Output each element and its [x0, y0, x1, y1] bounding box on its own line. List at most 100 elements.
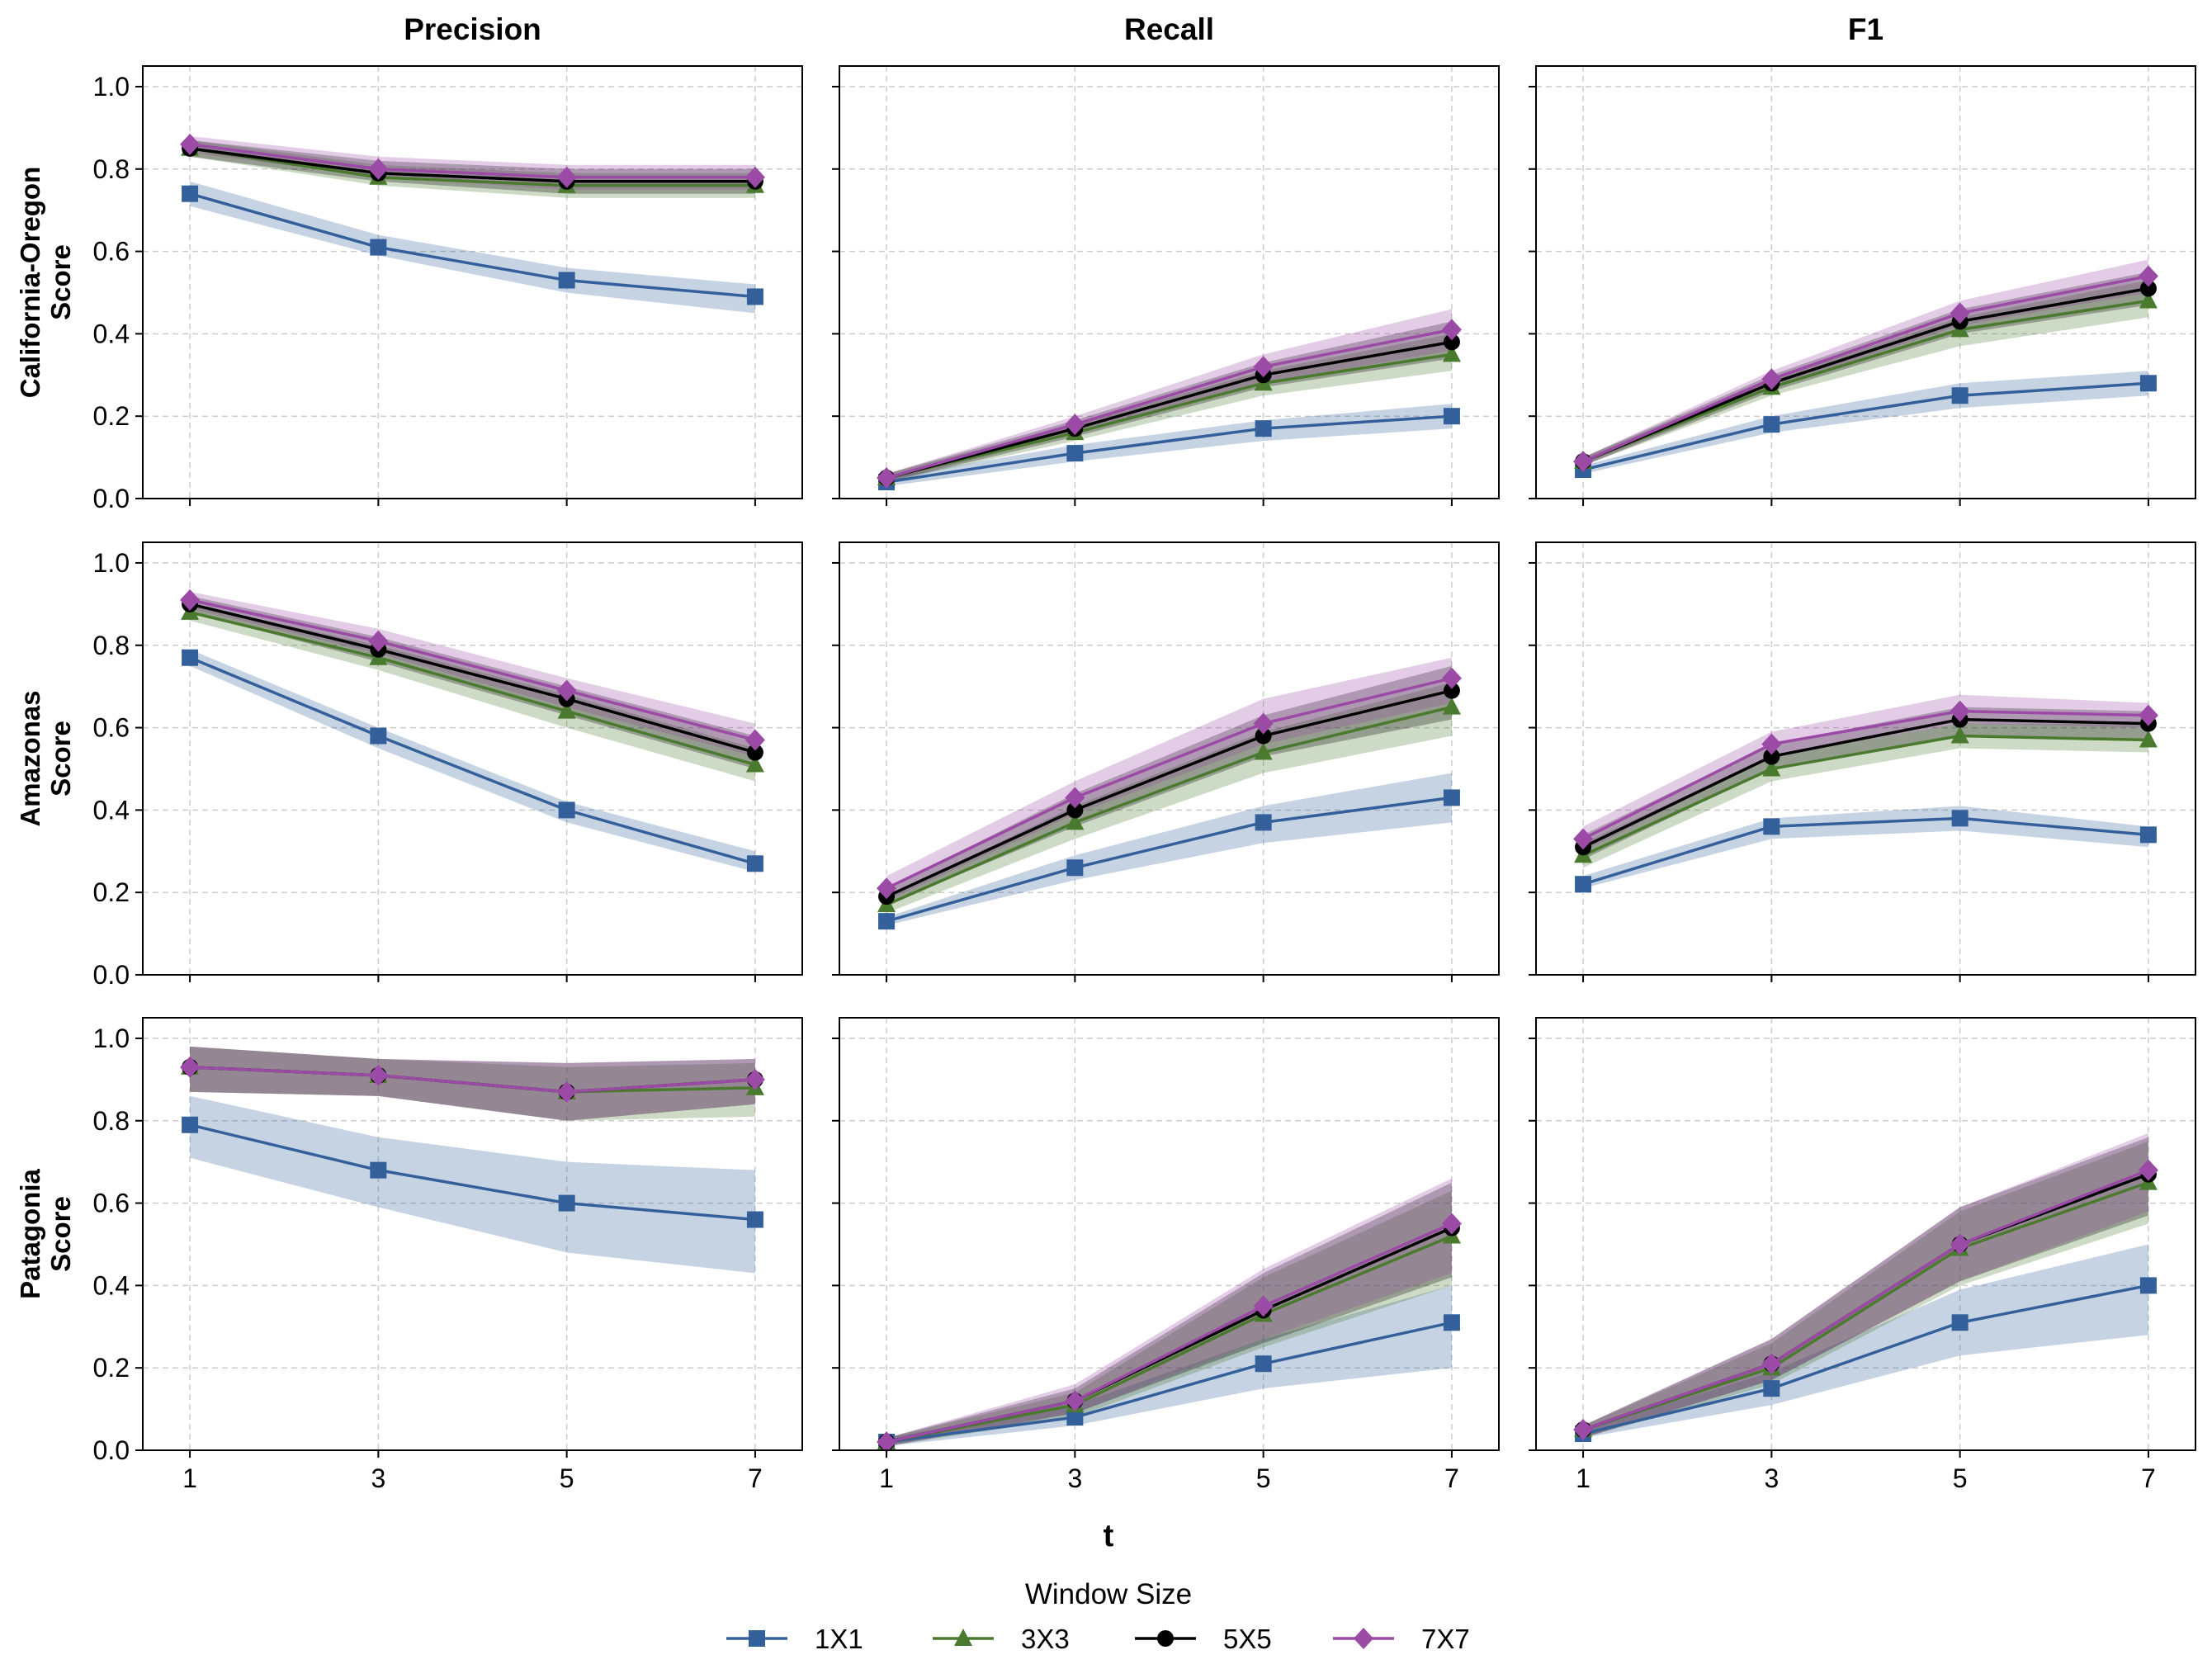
legend-label: 1X1 [815, 1624, 863, 1654]
series-line-3x3 [886, 352, 1453, 480]
data-point-7x7 [1950, 700, 1970, 722]
data-point-7x7 [1950, 302, 1970, 324]
y-tick-label: 0.4 [93, 1270, 130, 1300]
row-label-line2: Score [45, 244, 76, 320]
x-tick-label: 7 [2141, 1463, 2156, 1493]
plot-area [839, 1018, 1499, 1450]
data-point-7x7 [1065, 787, 1085, 809]
data-point-1x1 [1443, 1314, 1460, 1331]
band-1x1 [1583, 371, 2148, 475]
y-tick-label: 0.6 [93, 1189, 130, 1218]
band-7x7 [886, 657, 1452, 901]
legend-marker [749, 1630, 765, 1647]
data-point-7x7 [2138, 1159, 2158, 1181]
legend-marker [954, 1629, 972, 1646]
data-point-1x1 [2139, 1277, 2157, 1294]
data-point-1x1 [1763, 818, 1780, 835]
row-label-california-oregon: California-OregonScore [15, 167, 76, 399]
plot-frame [839, 65, 1500, 499]
data-point-7x7 [1253, 356, 1274, 378]
series-line-7x7 [886, 676, 1453, 890]
series-line-1x1 [189, 192, 756, 299]
data-point-7x7 [1573, 1419, 1594, 1441]
data-point-3x3 [557, 701, 576, 719]
data-point-7x7 [1253, 712, 1274, 735]
y-tick-label: 0.4 [93, 795, 130, 825]
data-point-5x5 [746, 744, 763, 761]
plot-frame [142, 1017, 803, 1451]
panel-patagonia-recall: 1 3 5 7 [832, 1017, 1500, 1493]
plot-area [1536, 542, 2195, 975]
plot-frame [1535, 65, 2196, 499]
data-point-3x3 [1442, 344, 1461, 362]
y-tick-label: 0.2 [93, 1353, 130, 1383]
y-tick-label: 0.8 [93, 1106, 130, 1136]
panel-amazonas-f1 [1529, 541, 2196, 982]
data-point-7x7 [1761, 1353, 1782, 1375]
series-line-1x1 [886, 414, 1453, 484]
data-point-5x5 [2139, 280, 2157, 297]
data-point-7x7 [877, 1431, 897, 1454]
data-point-3x3 [1442, 697, 1461, 715]
band-3x3 [1583, 1141, 2148, 1439]
y-tick-label: 0.0 [93, 960, 130, 990]
data-point-1x1 [746, 288, 763, 305]
x-axis-label: t [1104, 1519, 1114, 1553]
series-line-5x5 [1582, 286, 2149, 463]
series-line-5x5 [886, 340, 1453, 480]
series-line-3x3 [1582, 1180, 2149, 1431]
x-tick-label: 3 [371, 1463, 385, 1493]
y-tick-label: 1.0 [93, 548, 130, 578]
data-point-3x3 [745, 754, 764, 773]
x-tick-label: 7 [1444, 1463, 1459, 1493]
band-7x7 [886, 1178, 1452, 1447]
data-point-1x1 [1763, 1380, 1780, 1397]
series-line-5x5 [886, 688, 1453, 898]
plot-area [839, 66, 1499, 499]
y-tick-label: 0.6 [93, 713, 130, 743]
x-tick-label: 1 [182, 1463, 197, 1493]
data-point-1x1 [370, 239, 387, 256]
legend-item-5x5: 5X5 [1135, 1624, 1272, 1654]
data-point-7x7 [556, 1080, 577, 1103]
data-point-7x7 [556, 166, 577, 188]
plot-frame [1535, 541, 2196, 976]
band-3x3 [1583, 280, 2148, 466]
data-point-7x7 [368, 158, 389, 180]
data-point-1x1 [182, 1116, 199, 1133]
data-point-7x7 [1441, 319, 1462, 341]
data-point-3x3 [1066, 812, 1085, 830]
data-point-1x1 [1066, 1409, 1084, 1426]
band-1x1 [190, 181, 755, 314]
data-point-1x1 [558, 1194, 575, 1212]
data-point-7x7 [1441, 667, 1462, 689]
data-point-7x7 [1441, 1213, 1462, 1235]
data-point-1x1 [1066, 859, 1084, 877]
y-tick-label: 0.0 [93, 1435, 130, 1465]
data-point-7x7 [180, 1056, 201, 1078]
panels: 0.0 0.2 0.4 0.6 0.8 1.0 Precision Recall F1 Calif… [15, 12, 2196, 1493]
series-line-3x3 [1582, 299, 2149, 463]
data-point-7x7 [1573, 451, 1594, 473]
row-label-line1: Amazonas [15, 690, 45, 826]
data-point-1x1 [558, 801, 575, 819]
series-line-1x1 [1582, 816, 2149, 886]
plot-area [1536, 66, 2195, 499]
band-1x1 [886, 773, 1452, 926]
y-tick-label: 0.2 [93, 401, 130, 431]
x-tick-label: 5 [1953, 1463, 1968, 1493]
x-tick-label: 5 [1256, 1463, 1271, 1493]
y-tick-label: 0.8 [93, 154, 130, 184]
y-tick-label: 0.6 [93, 237, 130, 267]
panel-patagonia-f1: 1 3 5 7 [1529, 1017, 2196, 1493]
series-line-3x3 [189, 147, 755, 187]
data-point-1x1 [1575, 876, 1592, 893]
data-point-3x3 [1254, 742, 1273, 760]
data-point-7x7 [180, 589, 201, 611]
band-1x1 [190, 1095, 755, 1274]
row-label-line2: Score [45, 721, 76, 797]
legend-item-1x1: 1X1 [726, 1624, 863, 1654]
band-7x7 [1583, 1132, 2148, 1439]
band-7x7 [1583, 694, 2148, 852]
band-1x1 [1583, 1244, 2148, 1439]
